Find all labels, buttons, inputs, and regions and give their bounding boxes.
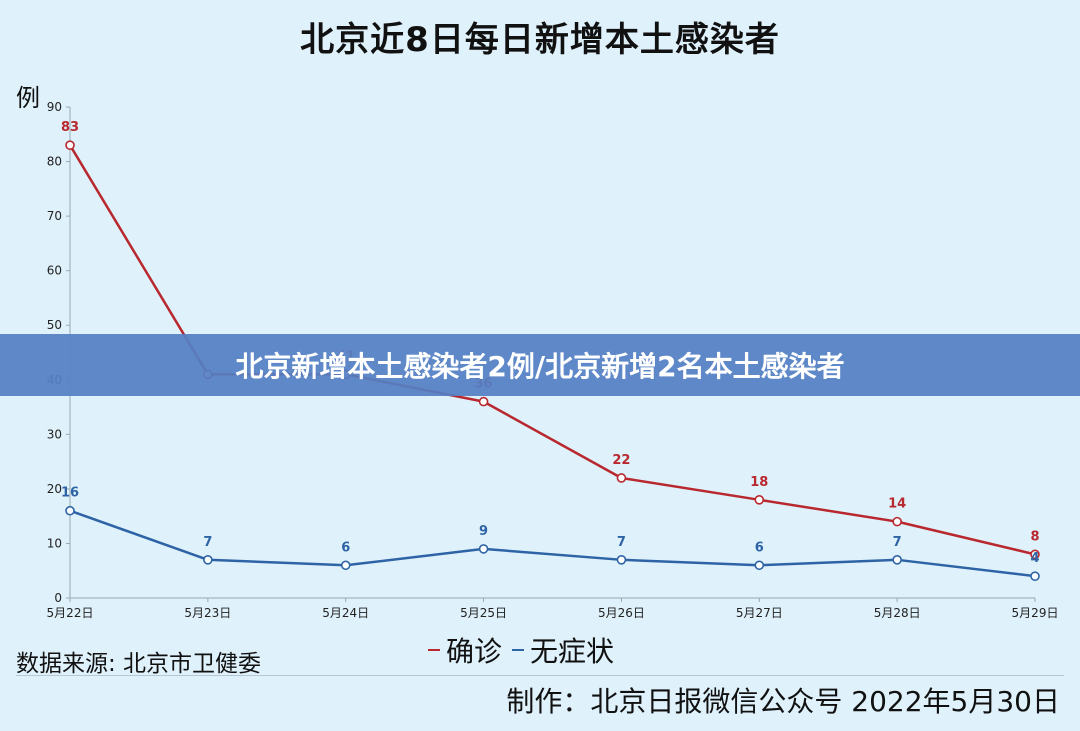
chart-title: 北京近8日每日新增本土感染者: [300, 20, 780, 60]
data-point: [478, 396, 489, 407]
y-tick-label: 20: [47, 482, 62, 496]
legend-label-confirmed: 确诊: [446, 635, 503, 668]
data-point: [65, 140, 75, 150]
data-point: [754, 560, 765, 571]
data-point: [892, 516, 902, 527]
legend: 确诊 无症状: [428, 630, 614, 670]
y-tick-label: 90: [47, 100, 62, 114]
y-tick-label: 30: [47, 427, 62, 441]
legend-swatch-asymptomatic: [512, 649, 525, 651]
y-tick-label: 0: [54, 591, 62, 605]
data-point: [1030, 571, 1040, 581]
data-point: [65, 505, 75, 516]
data-label: 6: [755, 540, 764, 555]
credit-line: 制作：北京日报微信公众号 2022年5月30日: [506, 685, 1060, 718]
y-tick-label: 50: [47, 318, 62, 332]
y-tick-label: 60: [47, 264, 62, 278]
x-tick-label: 5月28日: [874, 606, 921, 620]
x-tick-label: 5月23日: [184, 606, 231, 620]
data-label: 6: [341, 540, 350, 555]
data-point: [203, 555, 213, 565]
data-point: [1030, 549, 1040, 560]
data-label: 83: [61, 120, 79, 135]
data-point: [616, 473, 627, 483]
x-tick-label: 5月25日: [460, 606, 507, 620]
data-label: 7: [893, 535, 902, 550]
data-label: 18: [750, 475, 768, 490]
x-tick-label: 5月29日: [1012, 606, 1059, 620]
legend-label-asymptomatic: 无症状: [530, 635, 615, 668]
data-label: 7: [617, 535, 626, 550]
data-label: 7: [203, 535, 212, 550]
y-axis-label: 例: [16, 84, 40, 112]
data-label: 14: [888, 497, 906, 512]
legend-item-asymptomatic: 无症状: [512, 630, 614, 670]
data-label: 9: [479, 524, 488, 539]
series-line-1: [69, 509, 1036, 578]
data-point: [340, 560, 351, 571]
x-tick-label: 5月24日: [322, 606, 369, 620]
data-source: 数据来源: 北京市卫健委: [16, 651, 262, 677]
headline-banner: 北京新增本土感染者2例/北京新增2名本土感染者: [0, 334, 1080, 396]
legend-item-confirmed: 确诊: [428, 630, 502, 670]
legend-swatch-confirmed: [428, 649, 440, 651]
data-label: 22: [612, 453, 630, 468]
x-tick-label: 5月27日: [736, 606, 783, 620]
data-point: [892, 555, 902, 565]
data-label: 16: [61, 486, 79, 501]
data-label: 8: [1030, 529, 1039, 544]
y-tick-label: 80: [47, 155, 62, 169]
footer-divider: [16, 675, 1064, 676]
y-tick-label: 10: [47, 536, 62, 550]
data-point: [616, 555, 627, 565]
data-point: [478, 544, 489, 554]
x-tick-label: 5月26日: [598, 606, 645, 620]
y-tick-label: 70: [47, 209, 62, 223]
data-point: [754, 494, 765, 505]
x-tick-label: 5月22日: [47, 606, 94, 620]
data-label: 4: [1030, 551, 1039, 566]
